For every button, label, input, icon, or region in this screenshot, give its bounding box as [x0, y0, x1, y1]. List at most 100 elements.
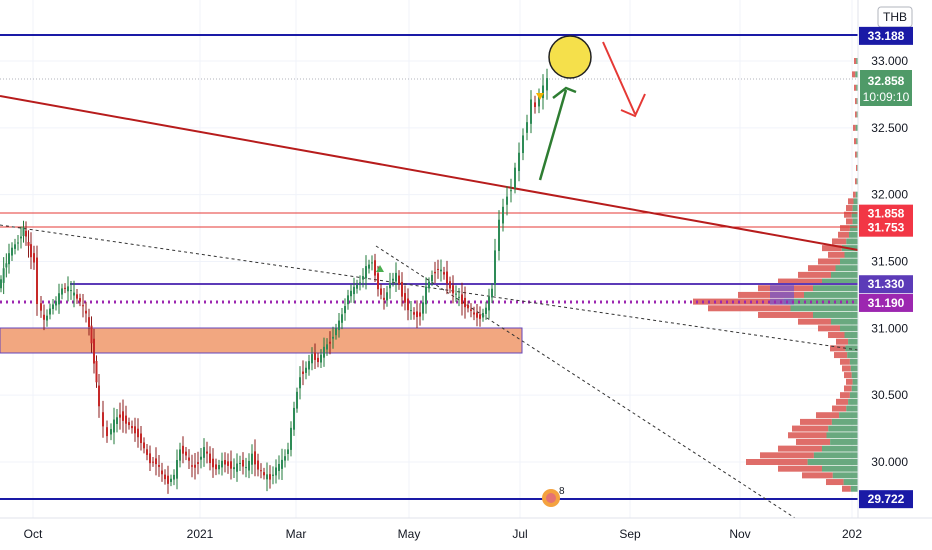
volume-bar-buy	[850, 485, 858, 492]
candle-body	[119, 414, 121, 418]
candle-body	[98, 385, 100, 407]
candle-body	[27, 242, 30, 246]
candle-body	[90, 325, 93, 344]
volume-bar-sell	[834, 352, 848, 359]
volume-bar-buy	[826, 432, 858, 439]
candle-body	[449, 281, 451, 289]
price-candles	[0, 68, 548, 494]
candle-body	[152, 461, 154, 463]
candle-body	[485, 307, 487, 314]
volume-bar-sell	[838, 231, 849, 238]
candle-body	[538, 95, 540, 107]
candle-body	[88, 317, 90, 327]
candle-body	[335, 328, 337, 336]
candle-body	[212, 458, 214, 468]
candle-body	[110, 429, 112, 435]
events-icon[interactable]: 8	[542, 486, 565, 507]
x-tick-label: 2021	[187, 527, 214, 541]
candle-body	[221, 460, 223, 468]
volume-bar-buy	[807, 459, 858, 465]
candle-body	[43, 314, 45, 320]
volume-bar-buy	[846, 405, 858, 412]
volume-bar-sell	[796, 438, 831, 445]
candle-body	[170, 478, 172, 482]
candle-body	[22, 227, 25, 237]
red-down-arrow	[602, 41, 646, 118]
candle-body	[137, 428, 139, 438]
candle-body	[514, 167, 516, 189]
volume-bar-buy	[844, 332, 858, 339]
candle-body	[176, 460, 178, 479]
candle-body	[320, 354, 322, 363]
candle-body	[308, 361, 310, 370]
volume-bar-poc	[770, 291, 794, 298]
volume-bar-sell	[848, 198, 854, 205]
candle-body	[203, 447, 205, 458]
candle-body	[491, 288, 493, 298]
volume-bar-buy	[790, 305, 858, 312]
candle-body	[95, 360, 98, 383]
candle-body	[389, 283, 391, 289]
candle-body	[383, 297, 385, 300]
candle-body	[422, 302, 424, 314]
volume-bar-buy	[851, 211, 858, 218]
volume-bar-sell	[852, 71, 856, 78]
volume-bar-buy	[839, 412, 858, 419]
candle-body	[164, 474, 166, 480]
volume-bar-sell	[855, 178, 857, 185]
candle-body	[314, 352, 316, 360]
level-label: 31.190	[868, 296, 905, 310]
candle-body	[437, 268, 439, 270]
volume-bar-sell	[828, 332, 845, 339]
volume-bar-sell	[760, 452, 814, 459]
candle-body	[167, 475, 169, 484]
y-tick-label: 31.000	[871, 321, 908, 335]
volume-bar-buy	[813, 452, 858, 459]
volume-bar-sell	[708, 305, 791, 312]
candle-body	[245, 467, 247, 469]
volume-bar-sell	[798, 318, 831, 325]
candle-body	[302, 371, 304, 374]
x-tick-label: Mar	[286, 527, 307, 541]
volume-bar-sell	[840, 392, 850, 399]
candle-body	[305, 367, 307, 373]
candle-body	[155, 458, 157, 465]
level-label-bg	[859, 218, 913, 237]
candle-body	[173, 474, 175, 480]
volume-bar-sell	[840, 358, 850, 365]
candle-body	[185, 451, 187, 456]
volume-bar-sell	[788, 432, 827, 439]
trendline-dashed-2	[375, 245, 796, 519]
candle-body	[455, 293, 457, 295]
volume-bar-buy	[828, 425, 858, 432]
candle-body	[179, 449, 181, 461]
volume-bar-sell	[846, 378, 853, 385]
candle-body	[260, 470, 262, 472]
volume-bar-buy	[852, 218, 858, 225]
volume-bar-buy	[851, 385, 858, 392]
volume-bar-sell	[778, 278, 822, 285]
candle-body	[398, 275, 400, 285]
candle-body	[317, 357, 319, 363]
candle-body	[64, 287, 66, 289]
candle-body	[8, 253, 10, 265]
volume-bar-sell	[822, 245, 842, 252]
candle-body	[332, 336, 334, 339]
target-circle-annotation	[548, 35, 592, 79]
volume-bar-sell	[854, 84, 857, 91]
volume-profile	[693, 58, 858, 492]
volume-bar-buy	[831, 271, 858, 278]
volume-bar-sell	[855, 111, 857, 118]
candle-body	[526, 122, 528, 133]
volume-bar-sell	[846, 218, 853, 225]
level-label-bg	[859, 26, 913, 45]
candle-body	[419, 312, 421, 317]
level-label: 31.330	[868, 277, 905, 291]
green-up-arrow	[538, 86, 577, 181]
currency-badge[interactable]: THB	[877, 6, 913, 28]
volume-bar-sell	[846, 205, 853, 212]
volume-bar-sell	[853, 191, 856, 198]
candle-body	[498, 219, 500, 251]
candle-body	[40, 303, 42, 311]
